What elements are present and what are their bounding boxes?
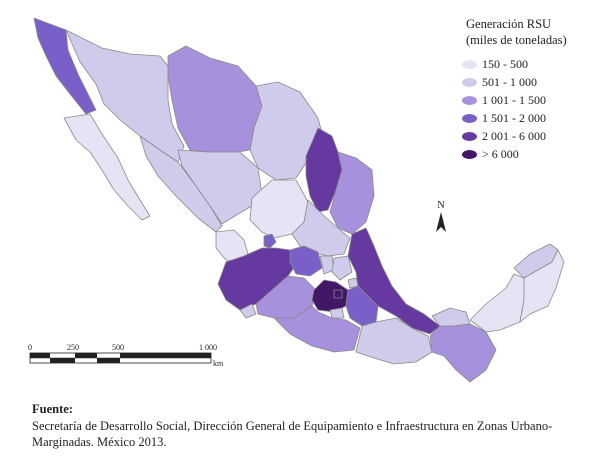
legend-swatch — [462, 131, 477, 141]
scale-tick-label: 0 — [28, 343, 32, 352]
state-chiapas[interactable] — [429, 323, 497, 383]
state-veracruz[interactable] — [347, 227, 441, 335]
legend-swatch — [462, 77, 477, 87]
legend-item: 1 501 - 2 000 — [462, 111, 546, 125]
legend-title-line2: (miles de toneladas) — [466, 33, 567, 47]
north-arrow-label: N — [437, 200, 444, 211]
source-title: Fuente: — [32, 402, 73, 416]
north-arrow: N — [436, 200, 446, 232]
north-arrow-icon — [436, 212, 446, 232]
scale-bar — [29, 352, 212, 364]
state-baja-california-sur[interactable] — [63, 113, 151, 221]
state-guanajuato[interactable] — [289, 245, 323, 277]
state-campeche[interactable] — [469, 273, 525, 333]
legend-item: 150 - 500 — [462, 57, 528, 71]
state-sinaloa[interactable] — [139, 135, 223, 233]
scale-tick-label: 1 000 — [199, 343, 217, 352]
legend-title-line1: Generación RSU — [466, 17, 552, 31]
state-morelos[interactable] — [329, 307, 345, 319]
legend-label: > 6 000 — [482, 147, 519, 161]
state-coahuila[interactable] — [249, 81, 325, 181]
legend-swatch — [462, 113, 477, 123]
legend-label: 501 - 1 000 — [482, 75, 537, 89]
state-quintana-roo[interactable] — [519, 249, 565, 323]
legend-label: 1 001 - 1 500 — [482, 93, 546, 107]
state-nuevo-leon[interactable] — [305, 127, 343, 213]
legend-item: 1 001 - 1 500 — [462, 93, 546, 107]
legend-swatch — [462, 59, 477, 69]
source-text: Secretaría de Desarrollo Social, Direcci… — [32, 419, 553, 449]
state-guerrero[interactable] — [273, 305, 361, 353]
state-colima[interactable] — [239, 303, 257, 319]
legend-swatch — [462, 95, 477, 105]
legend-swatch — [462, 149, 477, 159]
legend-label: 150 - 500 — [482, 57, 528, 71]
legend-label: 2 001 - 6 000 — [482, 129, 546, 143]
state-cdmx[interactable] — [333, 289, 343, 299]
state-tabasco[interactable] — [431, 307, 471, 327]
scale-unit: km — [213, 359, 224, 368]
legend-item: > 6 000 — [462, 147, 519, 161]
legend-title: Generación RSU (miles de toneladas) — [466, 16, 567, 48]
legend-item: 501 - 1 000 — [462, 75, 537, 89]
legend-item: 2 001 - 6 000 — [462, 129, 546, 143]
state-baja-california[interactable] — [33, 17, 97, 115]
state-chihuahua[interactable] — [167, 45, 263, 155]
state-hidalgo[interactable] — [331, 255, 353, 281]
state-durango[interactable] — [177, 149, 263, 225]
state-estado-de-mexico[interactable] — [311, 279, 349, 313]
state-aguascalientes[interactable] — [263, 233, 277, 249]
scale-tick-label: 250 — [67, 343, 79, 352]
scale-tick-label: 500 — [112, 343, 124, 352]
legend-label: 1 501 - 2 000 — [482, 111, 546, 125]
